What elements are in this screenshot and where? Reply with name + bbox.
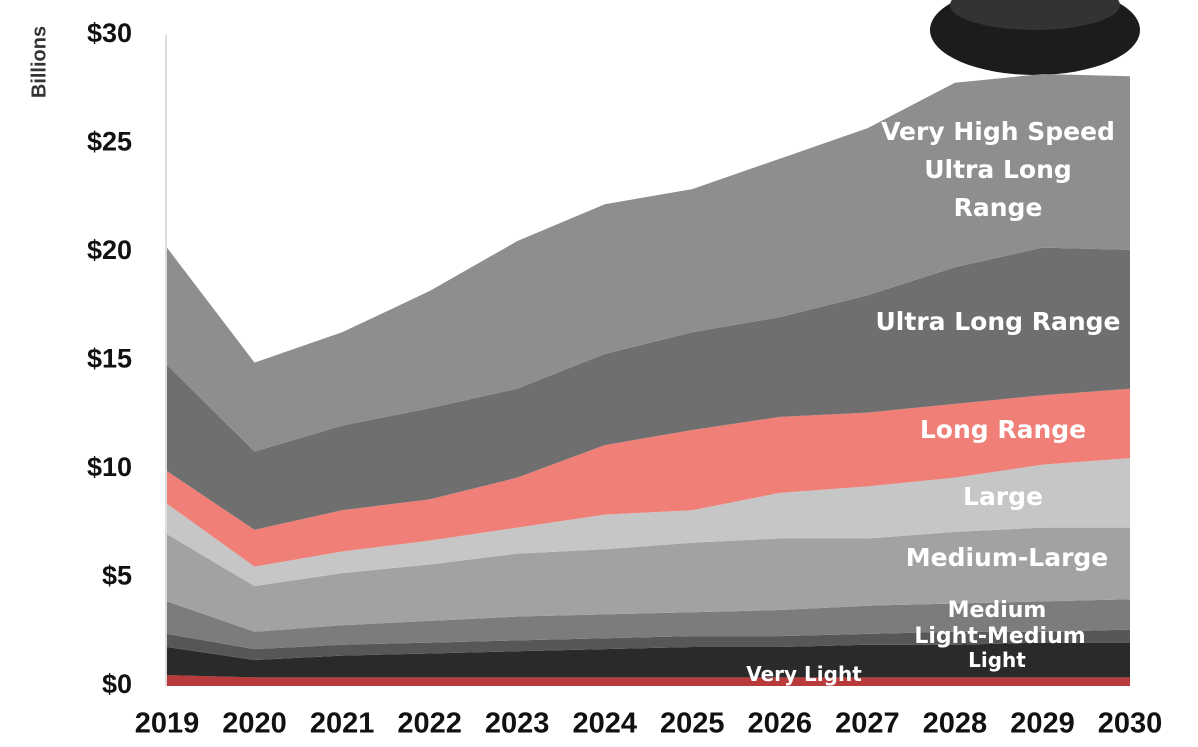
x-tick-label: 2023 [485, 708, 550, 740]
x-tick-label: 2022 [397, 708, 462, 740]
x-tick-label: 2024 [572, 708, 637, 740]
area [167, 675, 1130, 686]
series-label: Medium-Large [905, 543, 1109, 572]
x-tick-label: 2029 [1010, 708, 1075, 740]
area [167, 74, 1130, 452]
y-tick-label: $20 [87, 235, 132, 265]
area [167, 642, 1130, 678]
series-label: Light [968, 648, 1026, 672]
y-tick-label: $10 [87, 452, 132, 482]
x-tick-label: 2019 [135, 708, 200, 740]
y-tick-label: $0 [102, 669, 132, 699]
series-label: Ultra Long Range [875, 307, 1121, 336]
x-tick-label: 2028 [923, 708, 988, 740]
y-tick-label: $15 [87, 344, 132, 374]
series-label: Very Light [746, 662, 862, 686]
y-tick-label: $25 [87, 127, 132, 157]
series-label: Light-Medium [914, 624, 1086, 649]
area [167, 247, 1130, 530]
area [167, 599, 1130, 650]
area [167, 527, 1130, 632]
x-tick-label: 2025 [660, 708, 725, 740]
y-axis-label: Billions [28, 26, 50, 98]
area [167, 629, 1130, 660]
x-tick-label: 2026 [748, 708, 813, 740]
x-tick-label: 2021 [310, 708, 375, 740]
x-tick-label: 2020 [222, 708, 287, 740]
y-tick-label: $5 [102, 561, 132, 591]
x-tick-label: 2030 [1098, 708, 1163, 740]
area [167, 388, 1130, 567]
area [167, 458, 1130, 587]
series-label: Medium [947, 598, 1047, 623]
x-tick-label: 2027 [835, 708, 900, 740]
series-label: Very High Speed Ultra Long Range [881, 117, 1115, 222]
aircraft-image [930, 0, 1140, 75]
areas [167, 74, 1130, 686]
series-label: Long Range [919, 415, 1087, 444]
series-label: Large [963, 482, 1043, 511]
y-tick-label: $30 [87, 18, 132, 48]
